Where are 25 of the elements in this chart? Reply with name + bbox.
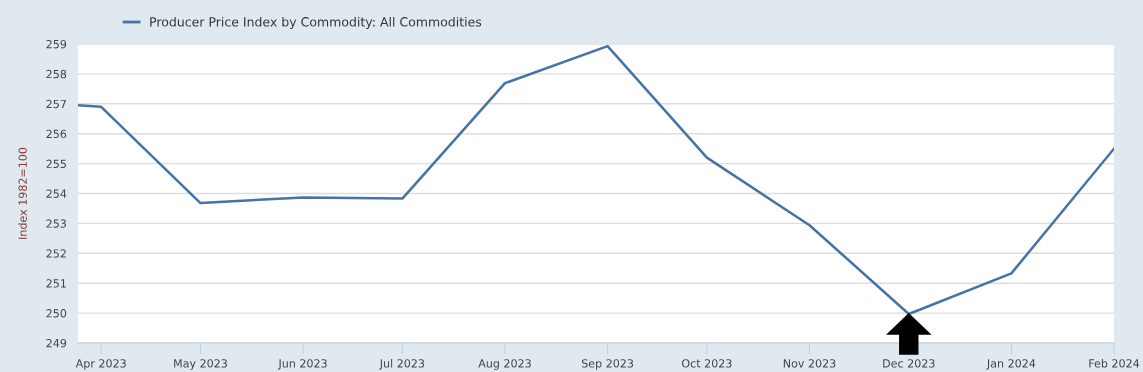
y-tick-label: 255 xyxy=(46,159,66,168)
y-tick-label: 253 xyxy=(46,219,66,228)
y-tick-label: 256 xyxy=(46,129,67,139)
x-tick-label: Jul 2023 xyxy=(379,358,425,370)
y-tick-label: 258 xyxy=(46,69,67,79)
y-tick-label: 252 xyxy=(46,249,66,258)
x-tick-label: Jun 2023 xyxy=(277,359,327,370)
legend-label: Producer Price Index by Commodity: All Commodities xyxy=(150,16,482,29)
y-axis-title: Index 1982=100 xyxy=(18,147,27,239)
x-tick-label: May 2023 xyxy=(174,359,227,370)
x-tick-label: Dec 2023 xyxy=(883,359,935,368)
x-tick-label: Feb 2024 xyxy=(1089,358,1140,368)
line-series xyxy=(78,44,1114,316)
y-tick-label: 251 xyxy=(46,279,66,288)
y-tick-label: 249 xyxy=(46,338,67,348)
x-tick-label: Oct 2023 xyxy=(681,359,732,368)
x-tick-label: Nov 2023 xyxy=(783,359,836,368)
x-tick-label: Jan 2024 xyxy=(986,359,1036,370)
y-tick-label: 257 xyxy=(46,99,66,109)
y-tick-label: 259 xyxy=(46,39,67,49)
x-tick-label: Aug 2023 xyxy=(478,359,531,370)
x-tick-label: Sep 2023 xyxy=(581,359,634,370)
x-tick-label: Apr 2023 xyxy=(75,359,126,370)
y-tick-label: 254 xyxy=(46,189,67,198)
y-tick-label: 250 xyxy=(46,309,67,318)
